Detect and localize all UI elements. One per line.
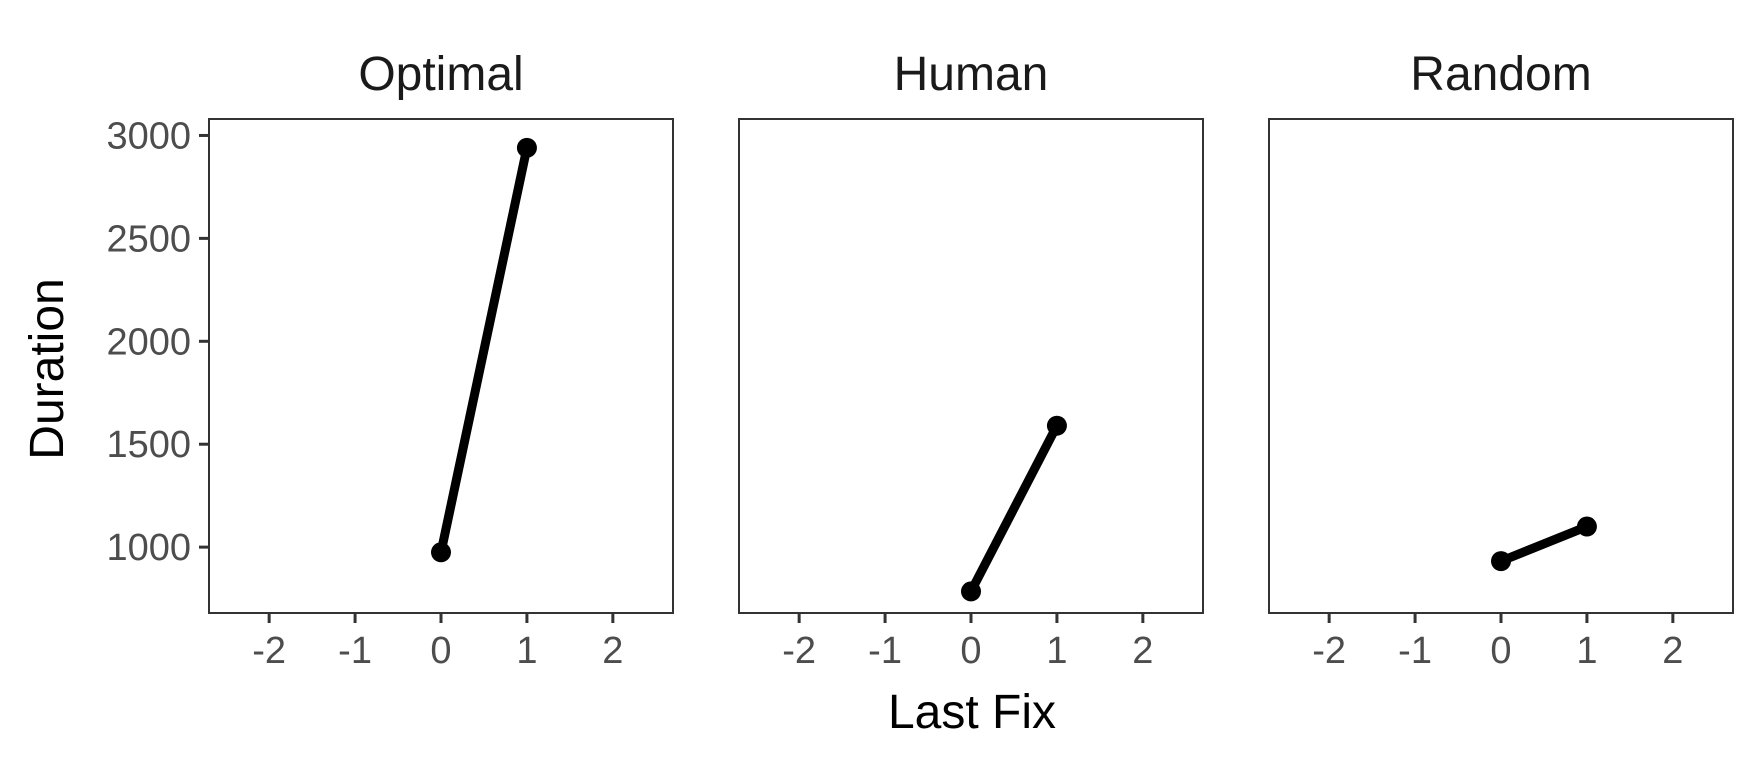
x-tick-label: -2	[252, 630, 286, 672]
data-point	[1046, 415, 1067, 436]
facet-panels: Optimal -2 -1 0 1 2 1000 1500 2000 2500 3000 Human -…	[106, 48, 1734, 672]
series-line	[967, 423, 1061, 594]
data-point	[1491, 551, 1511, 572]
x-tick-label: -1	[868, 630, 902, 672]
y-tick-label: 1000	[106, 527, 191, 569]
x-tick-label: -1	[1398, 630, 1432, 672]
panel-title: Human	[894, 48, 1049, 101]
panel-title: Optimal	[358, 48, 523, 101]
x-tick-label: 1	[516, 630, 537, 672]
x-tick-label: -2	[782, 630, 816, 672]
panel-border	[738, 118, 1204, 614]
x-tick-label: -2	[1312, 630, 1346, 672]
y-tick-label: 2500	[106, 218, 191, 260]
x-tick-label: 2	[1132, 630, 1153, 672]
x-tick-label: 2	[602, 630, 623, 672]
series-line	[436, 146, 532, 554]
facet-panel-random: Random -2 -1 0 1 2	[1268, 48, 1734, 672]
data-point	[431, 542, 451, 563]
x-axis-title: Last Fix	[888, 686, 1056, 739]
x-tick-label: -1	[338, 630, 372, 672]
data-point	[1576, 516, 1597, 537]
y-tick-label: 3000	[106, 115, 191, 157]
x-tick-label: 1	[1046, 630, 1067, 672]
y-tick-label: 1500	[106, 424, 191, 466]
x-tick-label: 0	[1490, 630, 1511, 672]
facet-panel-optimal: Optimal -2 -1 0 1 2 1000 1500 2000 2500 3000	[106, 48, 674, 672]
facet-panel-human: Human -2 -1 0 1 2	[738, 48, 1204, 672]
data-point	[961, 581, 981, 602]
data-point	[516, 137, 537, 158]
x-tick-label: 2	[1662, 630, 1683, 672]
x-tick-label: 0	[960, 630, 981, 672]
x-tick-label: 0	[430, 630, 451, 672]
panel-title: Random	[1410, 48, 1591, 101]
series-line	[1499, 522, 1589, 566]
x-tick-label: 1	[1576, 630, 1597, 672]
panel-border	[1268, 118, 1734, 614]
y-tick-label: 2000	[106, 321, 191, 363]
y-axis-title: Duration	[21, 278, 74, 459]
